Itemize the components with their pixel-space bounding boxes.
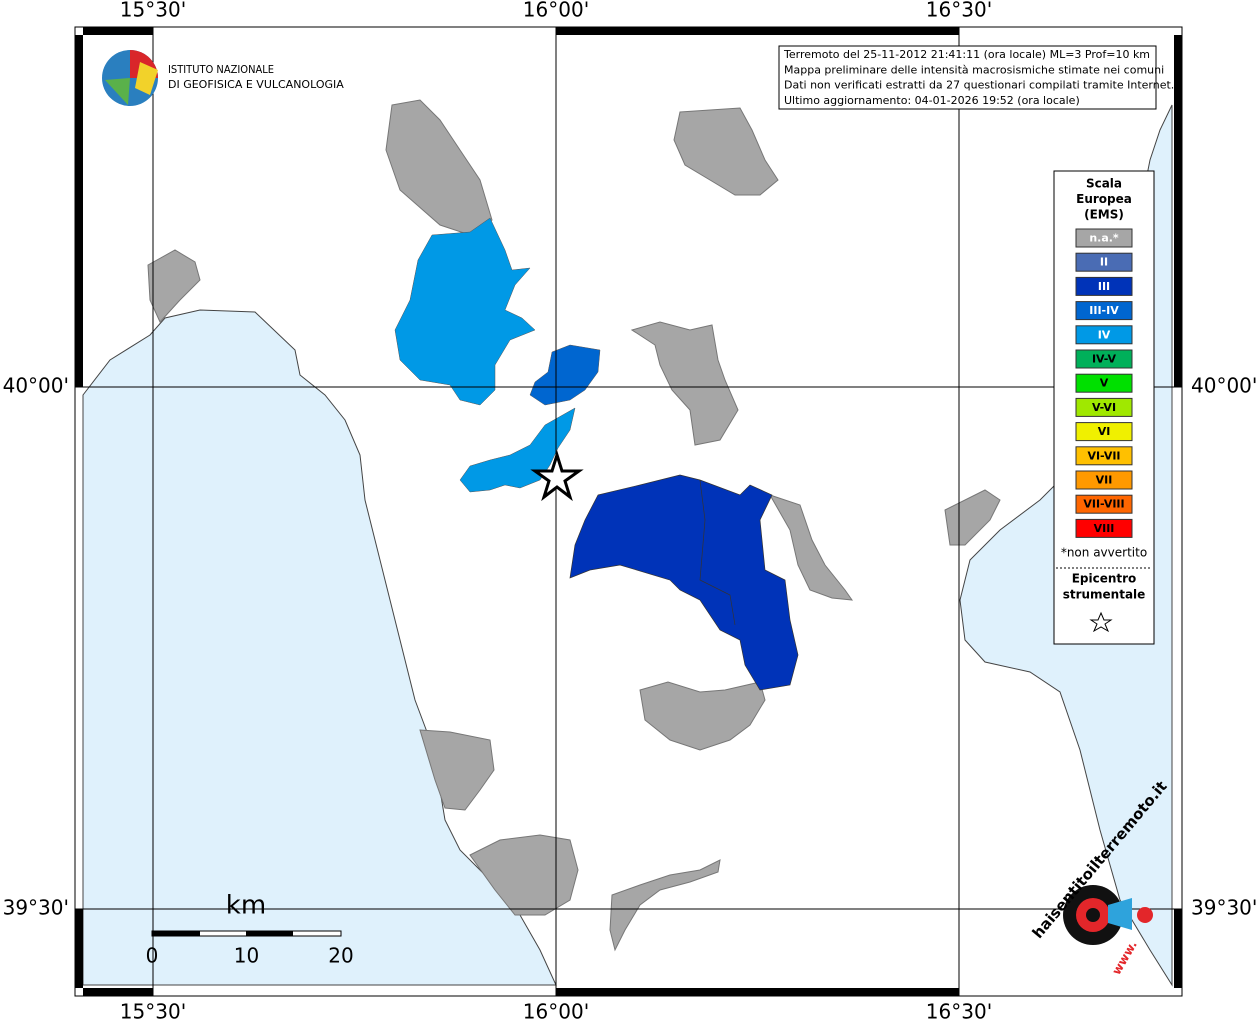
legend-swatch (1075, 446, 1133, 466)
graticule (75, 27, 1182, 996)
legend-label: VI-VII (1087, 449, 1120, 462)
legend-label: VII (1096, 474, 1113, 487)
lat-label: 39°30' (1191, 896, 1256, 920)
scale-tick-label: 20 (328, 944, 353, 968)
frame-border (75, 27, 1182, 996)
legend: ScalaEuropea(EMS)n.a.*IIIIIIII-IVIVIV-VV… (1061, 177, 1147, 602)
legend-swatch (1075, 373, 1133, 393)
legend-label: VI (1098, 425, 1111, 438)
lat-label: 39°30' (3, 896, 69, 920)
lon-label: 16°00' (523, 0, 589, 22)
epicenter-star (530, 449, 584, 502)
lon-label: 16°00' (523, 1000, 589, 1024)
lon-label: 15°30' (120, 1000, 186, 1024)
legend-note: *non avvertito (1061, 546, 1147, 560)
legend-swatch (1075, 349, 1133, 369)
scale-tick-label: 0 (146, 944, 159, 968)
legend-label: V (1100, 377, 1109, 390)
legend-title: (EMS) (1084, 208, 1124, 222)
logo-line: ISTITUTO NAZIONALE (168, 63, 274, 76)
legend-swatch (1075, 518, 1133, 538)
legend-swatch (1075, 252, 1133, 272)
legend-swatch (1075, 397, 1133, 417)
scale-bar (151, 930, 342, 937)
lon-label: 16°30' (926, 1000, 992, 1024)
legend-swatch (1075, 422, 1133, 442)
legend-swatch (1075, 301, 1133, 321)
legend-epicenter: strumentale (1063, 588, 1146, 602)
legend-swatch (1075, 325, 1133, 345)
legend-epicenter: Epicentro (1072, 572, 1137, 586)
lon-label: 16°30' (926, 0, 992, 22)
scale-tick-label: 10 (234, 944, 259, 968)
scale-labels: km 0 10 20 (146, 891, 354, 968)
legend-title: Europea (1076, 192, 1132, 206)
legend-label: VIII (1094, 522, 1115, 535)
legend-swatch (1075, 470, 1133, 490)
info-line: Terremoto del 25-11-2012 21:41:11 (ora l… (783, 48, 1150, 61)
lon-label: 15°30' (120, 0, 186, 22)
scale-unit: km (226, 891, 266, 921)
ingv-logo: ISTITUTO NAZIONALE DI GEOFISICA E VULCAN… (102, 50, 344, 106)
legend-star (1089, 611, 1113, 633)
info-lines: Terremoto del 25-11-2012 21:41:11 (ora l… (783, 48, 1174, 107)
info-box (778, 45, 1157, 110)
info-line: Mappa preliminare delle intensità macros… (784, 63, 1164, 76)
legend-label: V-VI (1092, 401, 1116, 414)
municipalities-intensity (394, 217, 799, 691)
legend-label: IV-V (1092, 353, 1117, 366)
legend-label: III (1098, 280, 1110, 293)
legend-label: III-IV (1089, 304, 1119, 317)
legend-label: IV (1098, 328, 1111, 341)
legend-label: VII-VIII (1083, 498, 1124, 511)
legend-swatch (1075, 494, 1133, 514)
legend-label: II (1100, 256, 1108, 269)
legend-label: n.a.* (1089, 232, 1119, 245)
info-line: Dati non verificati estratti da 27 quest… (784, 79, 1174, 92)
legend-swatch (1075, 228, 1133, 248)
lat-label: 40°00' (3, 374, 69, 398)
legend-swatch (1075, 276, 1133, 296)
logo-line: DI GEOFISICA E VULCANOLOGIA (168, 78, 344, 91)
info-line: Ultimo aggiornamento: 04-01-2026 19:52 (… (784, 94, 1080, 107)
lat-label: 40°00' (1191, 374, 1256, 398)
legend-title: Scala (1086, 177, 1122, 191)
